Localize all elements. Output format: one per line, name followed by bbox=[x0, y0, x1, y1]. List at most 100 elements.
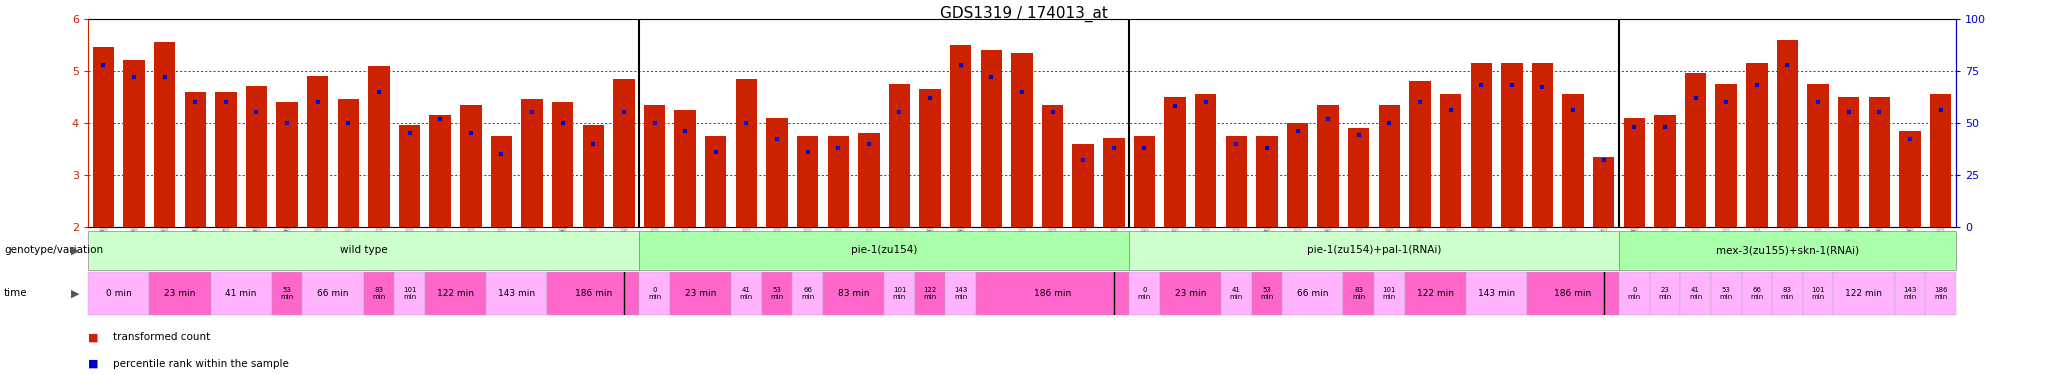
Bar bbox=[276, 102, 297, 227]
Point bbox=[944, 62, 977, 68]
Bar bbox=[1833, 272, 1894, 315]
Bar bbox=[793, 272, 823, 315]
Point bbox=[301, 99, 334, 105]
Text: ■: ■ bbox=[88, 359, 98, 369]
Bar bbox=[1194, 94, 1217, 227]
Bar bbox=[92, 47, 115, 227]
Text: 143 min: 143 min bbox=[498, 289, 535, 298]
Point bbox=[209, 99, 242, 105]
Bar bbox=[1159, 272, 1221, 315]
Text: 83
min: 83 min bbox=[373, 287, 385, 300]
Point bbox=[1434, 107, 1466, 113]
Point bbox=[332, 120, 365, 126]
Bar bbox=[1501, 63, 1522, 227]
Text: 83
min: 83 min bbox=[1352, 287, 1366, 300]
Bar bbox=[1128, 231, 1620, 270]
Text: pie-1(zu154)+pal-1(RNAi): pie-1(zu154)+pal-1(RNAi) bbox=[1307, 245, 1442, 255]
Bar bbox=[1563, 94, 1583, 227]
Text: ▶: ▶ bbox=[72, 245, 80, 255]
Point bbox=[270, 120, 303, 126]
Point bbox=[1618, 124, 1651, 130]
Point bbox=[1251, 145, 1284, 151]
Bar bbox=[272, 272, 303, 315]
Bar bbox=[365, 272, 395, 315]
Point bbox=[117, 74, 150, 80]
Text: 66 min: 66 min bbox=[1296, 289, 1329, 298]
Text: 53
min: 53 min bbox=[1260, 287, 1274, 300]
Text: 23
min: 23 min bbox=[1659, 287, 1671, 300]
Bar bbox=[307, 76, 328, 227]
Bar bbox=[522, 99, 543, 227]
Point bbox=[516, 110, 549, 116]
Bar bbox=[977, 272, 1128, 315]
Point bbox=[1190, 99, 1223, 105]
Bar bbox=[424, 272, 485, 315]
Text: wild type: wild type bbox=[340, 245, 387, 255]
Bar bbox=[430, 115, 451, 227]
Text: 53
min: 53 min bbox=[1720, 287, 1733, 300]
Point bbox=[729, 120, 762, 126]
Point bbox=[1802, 99, 1835, 105]
Bar bbox=[762, 272, 793, 315]
Bar bbox=[1128, 272, 1159, 315]
Bar bbox=[1165, 97, 1186, 227]
Bar bbox=[485, 272, 547, 315]
Bar bbox=[88, 272, 150, 315]
Text: 41
min: 41 min bbox=[1690, 287, 1702, 300]
Bar bbox=[582, 125, 604, 227]
Point bbox=[639, 120, 672, 126]
Bar bbox=[950, 45, 971, 227]
Point bbox=[1159, 103, 1192, 109]
Bar bbox=[1225, 136, 1247, 227]
Point bbox=[240, 110, 272, 116]
Point bbox=[821, 145, 854, 151]
Point bbox=[608, 110, 641, 116]
Bar bbox=[1806, 84, 1829, 227]
Bar bbox=[246, 86, 266, 227]
Bar bbox=[1679, 272, 1710, 315]
Point bbox=[1833, 110, 1866, 116]
Bar bbox=[1343, 272, 1374, 315]
Bar bbox=[1741, 272, 1772, 315]
Bar bbox=[889, 84, 909, 227]
Bar bbox=[1655, 115, 1675, 227]
Text: 186
min: 186 min bbox=[1933, 287, 1948, 300]
Text: 41
min: 41 min bbox=[739, 287, 754, 300]
Bar bbox=[553, 102, 573, 227]
Point bbox=[760, 136, 793, 142]
Bar bbox=[1073, 144, 1094, 227]
Point bbox=[1464, 82, 1497, 88]
Point bbox=[1495, 82, 1528, 88]
Bar bbox=[1104, 138, 1124, 227]
Text: 66 min: 66 min bbox=[317, 289, 348, 298]
Bar bbox=[1686, 74, 1706, 227]
Bar bbox=[1409, 81, 1432, 227]
Point bbox=[1128, 145, 1161, 151]
Text: 0 min: 0 min bbox=[106, 289, 131, 298]
Bar bbox=[1221, 272, 1251, 315]
Point bbox=[1526, 84, 1559, 90]
Text: GDS1319 / 174013_at: GDS1319 / 174013_at bbox=[940, 6, 1108, 22]
Text: mex-3(zu155)+skn-1(RNAi): mex-3(zu155)+skn-1(RNAi) bbox=[1716, 245, 1860, 255]
Text: ▶: ▶ bbox=[72, 288, 80, 298]
Bar bbox=[1282, 272, 1343, 315]
Bar bbox=[1251, 272, 1282, 315]
Bar bbox=[88, 231, 639, 270]
Text: percentile rank within the sample: percentile rank within the sample bbox=[113, 359, 289, 369]
Bar bbox=[823, 272, 885, 315]
Bar bbox=[858, 133, 879, 227]
Bar bbox=[920, 89, 940, 227]
Point bbox=[147, 74, 180, 80]
Bar bbox=[1286, 123, 1309, 227]
Bar bbox=[1837, 97, 1860, 227]
Text: pie-1(zu154): pie-1(zu154) bbox=[852, 245, 918, 255]
Text: 143
min: 143 min bbox=[954, 287, 967, 300]
Text: 101
min: 101 min bbox=[1810, 287, 1825, 300]
Bar bbox=[1593, 157, 1614, 227]
Text: 186 min: 186 min bbox=[1034, 289, 1071, 298]
Bar bbox=[338, 99, 358, 227]
Point bbox=[455, 130, 487, 136]
Point bbox=[362, 88, 395, 94]
Bar bbox=[639, 231, 1128, 270]
Point bbox=[913, 95, 946, 101]
